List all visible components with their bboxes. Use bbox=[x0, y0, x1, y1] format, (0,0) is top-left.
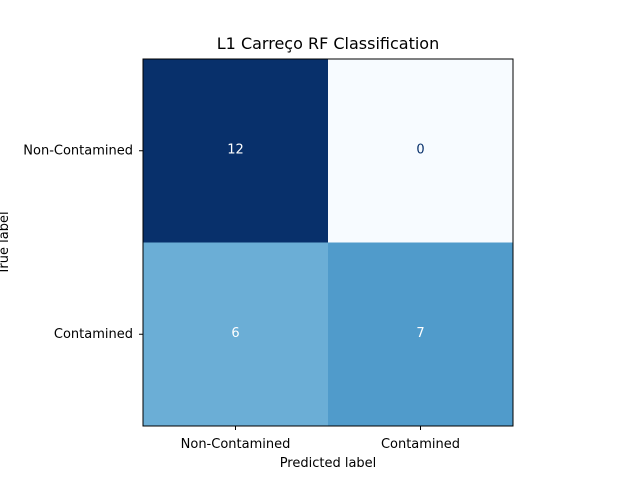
y-tick-label: Non-Contamined bbox=[23, 143, 133, 158]
cell-value-label: 6 bbox=[231, 326, 239, 341]
heatmap-cell bbox=[143, 242, 329, 427]
x-axis-label: Predicted label bbox=[280, 456, 377, 471]
y-axis-label: True label bbox=[0, 211, 12, 275]
chart-title: L1 Carreço RF Classification bbox=[217, 34, 439, 53]
heatmap-cell bbox=[328, 59, 514, 243]
x-tick-label: Contamined bbox=[381, 437, 460, 452]
cell-value-label: 12 bbox=[227, 142, 244, 157]
cell-value-label: 7 bbox=[416, 326, 424, 341]
heatmap-cells: 12 0 6 7 bbox=[143, 59, 514, 427]
heatmap-cell bbox=[328, 242, 514, 427]
plot-frame bbox=[142, 58, 514, 427]
y-tick-label: Contamined bbox=[54, 327, 133, 342]
y-ticks: Non-Contamined Contamined bbox=[23, 143, 143, 342]
x-ticks: Non-Contamined Contamined bbox=[181, 426, 460, 452]
heatmap-cell bbox=[143, 59, 329, 243]
x-tick-label: Non-Contamined bbox=[181, 437, 291, 452]
cell-value-label: 0 bbox=[416, 142, 424, 157]
